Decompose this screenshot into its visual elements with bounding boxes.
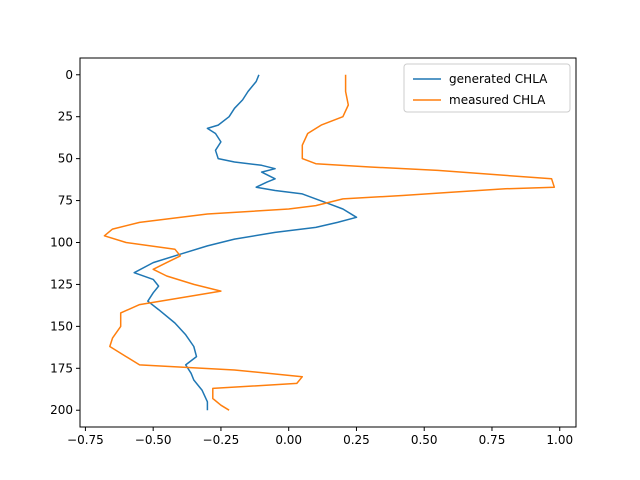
y-tick-label: 100 — [50, 236, 73, 250]
x-axis: −0.75 −0.50 −0.25 0.00 0.25 0.50 0.75 1.00 — [67, 427, 573, 447]
y-tick-label: 75 — [58, 194, 73, 208]
x-tick-label: 1.00 — [546, 433, 573, 447]
x-tick-label: −0.25 — [203, 433, 240, 447]
y-tick-label: 150 — [50, 319, 73, 333]
legend-label: generated CHLA — [449, 72, 548, 86]
y-tick-label: 175 — [50, 361, 73, 375]
series-line-measured-chla — [103, 74, 556, 411]
plot-lines — [103, 74, 556, 411]
y-tick-label: 125 — [50, 277, 73, 291]
legend-label: measured CHLA — [449, 93, 546, 107]
legend: generated CHLA measured CHLA — [403, 63, 571, 113]
legend-box — [403, 63, 571, 113]
y-tick-label: 0 — [65, 68, 73, 82]
y-tick-label: 25 — [58, 110, 73, 124]
plot-frame — [79, 57, 577, 428]
y-axis: 0 25 50 75 100 125 150 175 200 — [50, 68, 80, 417]
x-tick-label: 0.50 — [411, 433, 438, 447]
y-tick-label: 50 — [58, 152, 73, 166]
x-tick-label: −0.75 — [67, 433, 104, 447]
x-tick-label: 0.75 — [479, 433, 506, 447]
x-tick-label: −0.50 — [135, 433, 172, 447]
x-tick-label: 0.00 — [275, 433, 302, 447]
y-tick-label: 200 — [50, 403, 73, 417]
x-tick-label: 0.25 — [343, 433, 370, 447]
series-line-generated-chla — [133, 74, 358, 411]
